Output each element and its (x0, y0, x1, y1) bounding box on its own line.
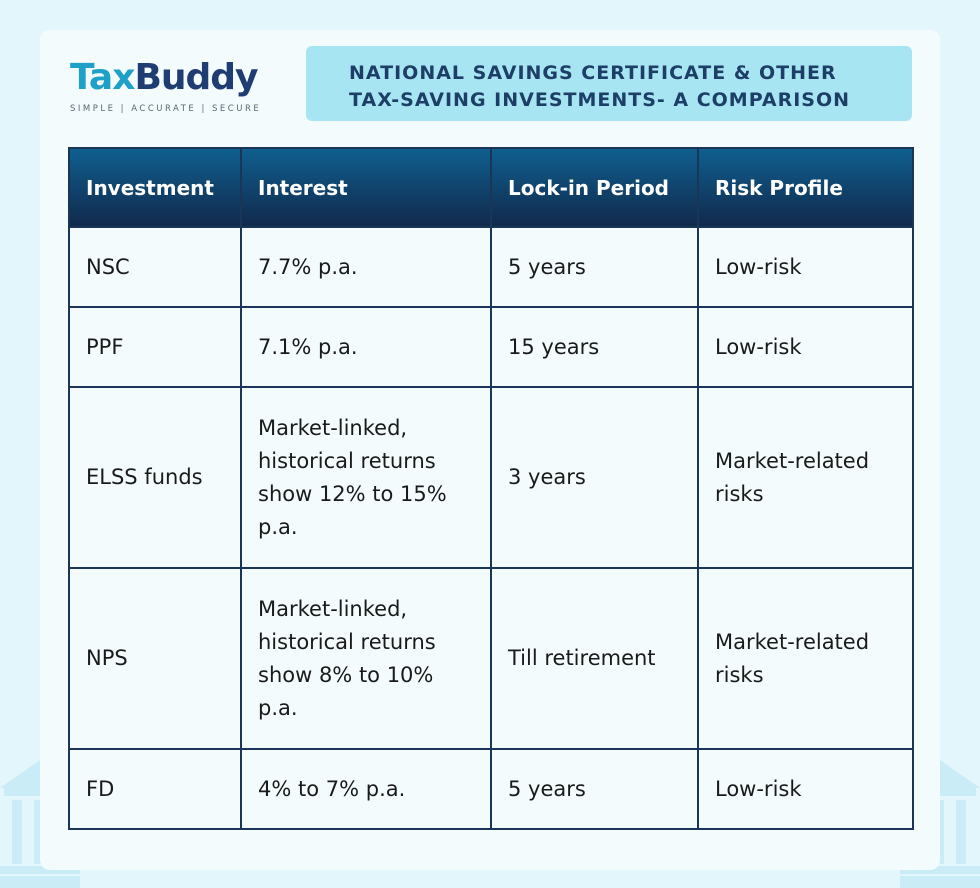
cell-lock-in: 5 years (490, 748, 699, 830)
header-lock-in-period: Lock-in Period (490, 147, 699, 228)
table-row: ELSS funds Market-linked, historical ret… (68, 386, 914, 569)
cell-lock-in: 5 years (490, 226, 699, 308)
title-banner: NATIONAL SAVINGS CERTIFICATE & OTHER TAX… (306, 46, 912, 121)
taxbuddy-logo: TaxBuddy SIMPLE | ACCURATE | SECURE (70, 60, 262, 115)
title-line-1: NATIONAL SAVINGS CERTIFICATE & OTHER (349, 62, 837, 84)
cell-investment: NSC (68, 226, 242, 308)
comparison-table: Investment Interest Lock-in Period Risk … (68, 147, 914, 830)
cell-risk: Market-related risks (697, 567, 914, 750)
header-risk-profile: Risk Profile (697, 147, 914, 228)
logo-word-buddy: Buddy (134, 57, 258, 98)
header-investment: Investment (68, 147, 242, 228)
cell-investment: PPF (68, 306, 242, 388)
cell-risk: Market-related risks (697, 386, 914, 569)
cell-interest: Market-linked, historical returns show 1… (240, 386, 492, 569)
cell-risk: Low-risk (697, 748, 914, 830)
table-row: FD 4% to 7% p.a. 5 years Low-risk (68, 748, 914, 830)
cell-investment: ELSS funds (68, 386, 242, 569)
cell-risk: Low-risk (697, 226, 914, 308)
logo-word-tax: Tax (70, 57, 135, 98)
cell-interest: 4% to 7% p.a. (240, 748, 492, 830)
cell-lock-in: 15 years (490, 306, 699, 388)
table-row: NPS Market-linked, historical returns sh… (68, 567, 914, 750)
cell-investment: FD (68, 748, 242, 830)
cell-lock-in: Till retirement (490, 567, 699, 750)
cell-lock-in: 3 years (490, 386, 699, 569)
title-line-2: TAX-SAVING INVESTMENTS- A COMPARISON (349, 89, 851, 111)
table-header-row: Investment Interest Lock-in Period Risk … (68, 147, 914, 228)
cell-risk: Low-risk (697, 306, 914, 388)
logo-tagline: SIMPLE | ACCURATE | SECURE (70, 104, 262, 114)
table-row: NSC 7.7% p.a. 5 years Low-risk (68, 226, 914, 308)
cell-investment: NPS (68, 567, 242, 750)
cell-interest: 7.1% p.a. (240, 306, 492, 388)
cell-interest: Market-linked, historical returns show 8… (240, 567, 492, 750)
table-row: PPF 7.1% p.a. 15 years Low-risk (68, 306, 914, 388)
header-interest: Interest (240, 147, 492, 228)
logo-wordmark: TaxBuddy (70, 60, 261, 96)
cell-interest: 7.7% p.a. (240, 226, 492, 308)
